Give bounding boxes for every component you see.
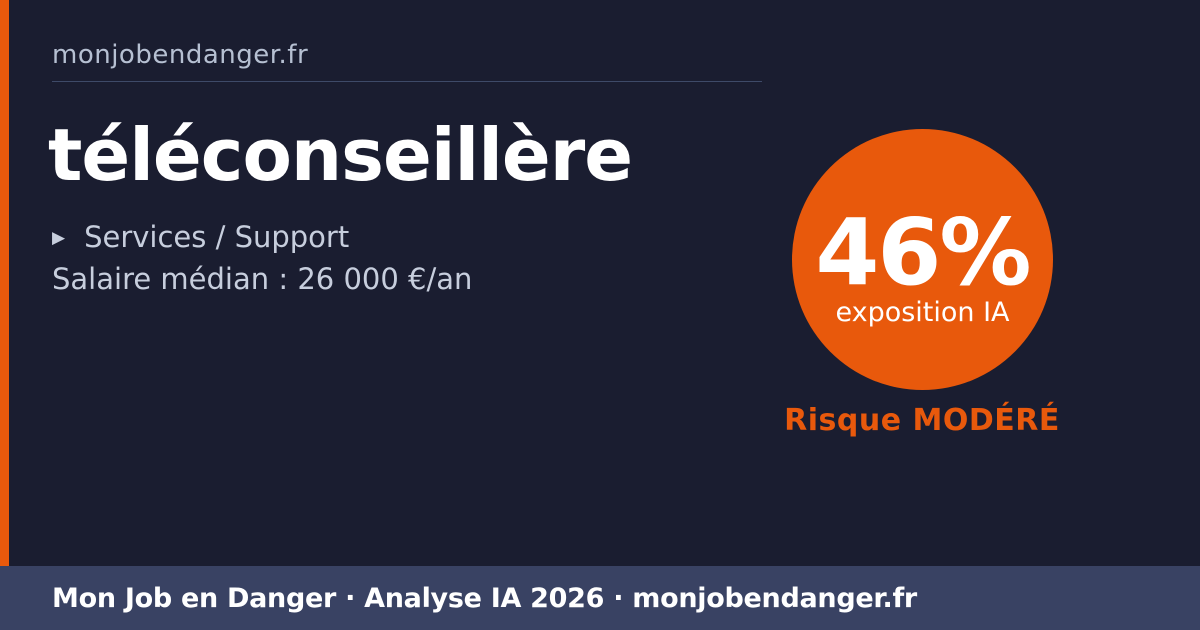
job-category-row: ▶ Services / Support [52, 220, 349, 254]
footer-bar: Mon Job en Danger · Analyse IA 2026 · mo… [0, 566, 1200, 630]
job-title: téléconseillère [48, 113, 633, 197]
job-category-label: Services / Support [84, 220, 350, 254]
risk-level-label: Risque MODÉRÉ [784, 403, 1060, 438]
footer-text: Mon Job en Danger · Analyse IA 2026 · mo… [52, 582, 917, 614]
median-salary: Salaire médian : 26 000 €/an [52, 262, 473, 296]
exposure-label: exposition IA [835, 297, 1010, 329]
triangle-right-icon: ▶ [52, 227, 66, 248]
accent-stripe [0, 0, 9, 566]
site-domain: monjobendanger.fr [52, 40, 309, 70]
exposure-badge: 46% exposition IA [792, 129, 1053, 390]
header-divider [52, 81, 762, 82]
exposure-percent: 46% [815, 198, 1031, 306]
